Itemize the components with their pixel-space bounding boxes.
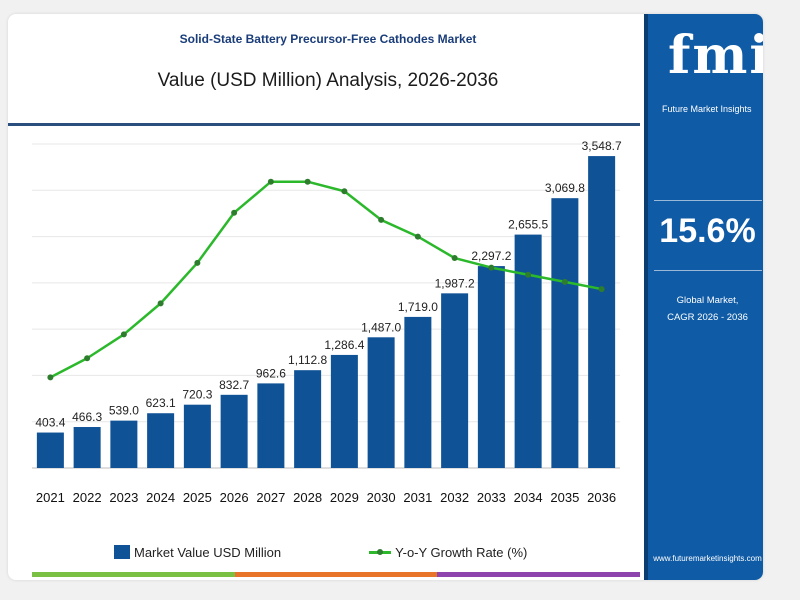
chart-legend: Market Value USD Million Y-o-Y Growth Ra… [114, 542, 615, 562]
side-divider-top [654, 200, 762, 201]
side-divider-bottom [654, 270, 762, 271]
x-tick-label-2023: 2023 [109, 490, 138, 505]
x-tick-label-2024: 2024 [146, 490, 175, 505]
bar-value-label-2024: 623.1 [146, 396, 176, 410]
x-tick-label-2033: 2033 [477, 490, 506, 505]
bar-value-label-2035: 3,069.8 [545, 181, 585, 195]
color-band-green [32, 572, 235, 577]
growth-point-2024 [157, 300, 164, 307]
x-tick-label-2021: 2021 [36, 490, 65, 505]
x-tick-label-2031: 2031 [403, 490, 432, 505]
cagr-label-line2: CAGR 2026 - 2036 [667, 312, 748, 323]
growth-point-2025 [194, 259, 201, 266]
growth-point-2023 [120, 331, 127, 338]
side-panel: fmi Future Market Insights 15.6% Global … [644, 14, 763, 580]
bar-2026 [220, 394, 248, 468]
x-tick-label-2030: 2030 [367, 490, 396, 505]
growth-point-2033 [488, 264, 495, 271]
growth-point-2036 [598, 286, 605, 293]
cagr-label: Global Market, CAGR 2026 - 2036 [648, 292, 763, 326]
x-tick-label-2027: 2027 [256, 490, 285, 505]
legend-item-market-value: Market Value USD Million [114, 545, 281, 560]
bar-2034 [514, 234, 542, 468]
fmi-logo-subtext: Future Market Insights [662, 104, 752, 114]
growth-point-2022 [84, 355, 91, 362]
bar-2029 [330, 354, 358, 468]
x-tick-label-2036: 2036 [587, 490, 616, 505]
bar-2022 [73, 427, 101, 468]
legend-label-market-value: Market Value USD Million [134, 544, 282, 560]
title-divider [8, 123, 640, 126]
x-tick-label-2032: 2032 [440, 490, 469, 505]
bar-2025 [183, 404, 211, 468]
bar-2027 [257, 383, 285, 468]
cagr-label-line1: Global Market, [676, 295, 739, 306]
bar-2024 [147, 413, 175, 468]
legend-line-swatch [369, 545, 392, 559]
x-tick-label-2029: 2029 [330, 490, 359, 505]
cagr-value: 15.6% [659, 212, 756, 250]
growth-point-2021 [47, 374, 54, 381]
bar-2036 [588, 156, 616, 468]
growth-rate-line [49, 180, 602, 379]
bar-value-label-2031: 1,719.0 [398, 300, 438, 314]
color-band-purple [437, 572, 641, 577]
x-tick-label-2022: 2022 [73, 490, 102, 505]
chart-card: Solid-State Battery Precursor-Free Catho… [8, 14, 763, 580]
x-tick-label-2025: 2025 [183, 490, 212, 505]
bar-value-label-2034: 2,655.5 [508, 218, 548, 232]
color-band-orange [234, 572, 438, 577]
fmi-logo: fmi [668, 25, 763, 86]
x-tick-label-2034: 2034 [514, 490, 543, 505]
bar-2030 [367, 337, 395, 468]
x-tick-label-2026: 2026 [220, 490, 249, 505]
bar-2033 [477, 266, 505, 468]
bar-value-label-2021: 403.4 [35, 416, 65, 430]
chart-title: Value (USD Million) Analysis, 2026-2036 [157, 70, 499, 91]
bar-value-label-2027: 962.6 [256, 366, 286, 380]
bar-value-label-2022: 466.3 [72, 410, 102, 424]
bar-value-label-2023: 539.0 [109, 404, 139, 418]
x-tick-label-2035: 2035 [550, 490, 579, 505]
chart-plot: 403.4 2021 466.3 2022 539.0 2023 623.1 2024 720.… [32, 139, 622, 505]
growth-point-2034 [525, 271, 532, 278]
bar-2031 [404, 316, 432, 468]
growth-point-2031 [414, 233, 421, 240]
bar-value-label-2036: 3,548.7 [582, 139, 622, 153]
growth-point-2027 [267, 178, 274, 185]
growth-point-2028 [304, 178, 311, 185]
bar-2028 [294, 370, 322, 468]
x-tick-label-2028: 2028 [293, 490, 322, 505]
bar-2023 [110, 420, 138, 468]
growth-point-2032 [451, 255, 458, 262]
growth-point-2030 [378, 216, 385, 223]
legend-label-growth-rate: Y-o-Y Growth Rate (%) [395, 544, 528, 560]
chart-subtitle: Solid-State Battery Precursor-Free Catho… [179, 32, 477, 46]
bar-value-label-2026: 832.7 [219, 378, 249, 392]
growth-point-2029 [341, 188, 348, 195]
legend-bar-swatch [114, 545, 130, 559]
bar-value-label-2028: 1,112.8 [288, 353, 327, 367]
color-band [32, 572, 641, 577]
bar-value-label-2029: 1,286.4 [324, 338, 364, 352]
bar-2032 [441, 293, 469, 468]
bar-value-label-2032: 1,987.2 [435, 276, 475, 290]
bar-2021 [36, 432, 64, 468]
growth-point-2035 [561, 278, 568, 285]
bar-2035 [551, 198, 579, 469]
website-url: www.futuremarketinsights.com [653, 554, 762, 563]
legend-item-growth-rate: Y-o-Y Growth Rate (%) [369, 545, 527, 560]
bar-value-label-2025: 720.3 [182, 388, 212, 402]
bar-value-label-2033: 2,297.2 [471, 249, 511, 263]
bar-value-label-2030: 1,487.0 [361, 320, 401, 334]
growth-point-2026 [231, 209, 238, 216]
